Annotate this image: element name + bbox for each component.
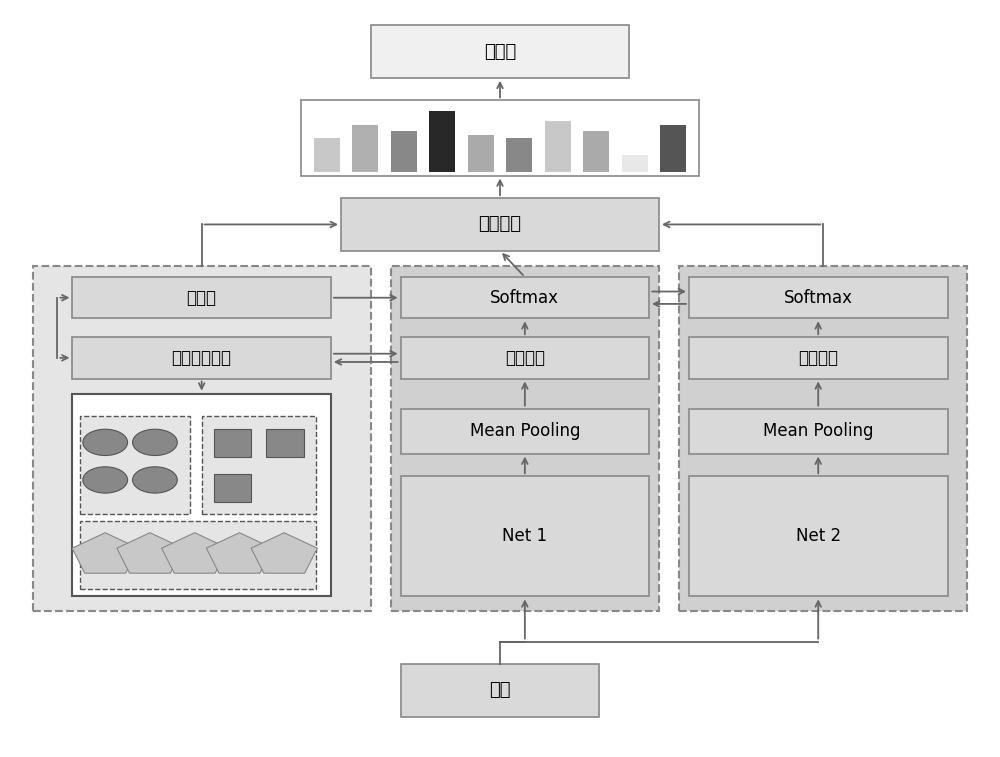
Ellipse shape xyxy=(83,429,128,456)
Text: 加权组合: 加权组合 xyxy=(479,216,522,233)
Polygon shape xyxy=(206,533,273,573)
FancyBboxPatch shape xyxy=(214,474,251,503)
FancyBboxPatch shape xyxy=(80,416,190,514)
Text: 线性变换: 线性变换 xyxy=(798,349,838,367)
Text: Net 2: Net 2 xyxy=(796,528,841,545)
FancyBboxPatch shape xyxy=(401,476,649,597)
FancyBboxPatch shape xyxy=(401,277,649,319)
FancyBboxPatch shape xyxy=(583,131,609,172)
FancyBboxPatch shape xyxy=(72,337,331,378)
FancyBboxPatch shape xyxy=(429,111,455,172)
FancyBboxPatch shape xyxy=(202,416,316,514)
FancyBboxPatch shape xyxy=(371,25,629,78)
FancyBboxPatch shape xyxy=(506,138,532,172)
Text: 伪标签: 伪标签 xyxy=(187,288,217,307)
FancyBboxPatch shape xyxy=(401,664,599,717)
FancyBboxPatch shape xyxy=(72,277,331,319)
FancyBboxPatch shape xyxy=(689,277,948,319)
FancyBboxPatch shape xyxy=(341,198,659,251)
Text: 输入向量表示: 输入向量表示 xyxy=(172,349,232,367)
Text: Softmax: Softmax xyxy=(490,288,559,307)
FancyBboxPatch shape xyxy=(391,131,417,172)
Text: Net 1: Net 1 xyxy=(502,528,547,545)
Text: Mean Pooling: Mean Pooling xyxy=(763,422,873,440)
Text: Mean Pooling: Mean Pooling xyxy=(470,422,580,440)
FancyBboxPatch shape xyxy=(33,266,371,612)
Text: 线性变换: 线性变换 xyxy=(505,349,545,367)
Text: 预测值: 预测值 xyxy=(484,42,516,61)
FancyBboxPatch shape xyxy=(689,476,948,597)
FancyBboxPatch shape xyxy=(301,101,699,176)
FancyBboxPatch shape xyxy=(352,124,378,172)
Text: Softmax: Softmax xyxy=(784,288,853,307)
FancyBboxPatch shape xyxy=(689,409,948,453)
FancyBboxPatch shape xyxy=(80,522,316,589)
Polygon shape xyxy=(72,533,138,573)
FancyBboxPatch shape xyxy=(266,429,304,457)
FancyBboxPatch shape xyxy=(545,121,571,172)
FancyBboxPatch shape xyxy=(660,124,686,172)
FancyBboxPatch shape xyxy=(401,337,649,378)
FancyBboxPatch shape xyxy=(401,409,649,453)
FancyBboxPatch shape xyxy=(679,266,967,612)
Text: 输入: 输入 xyxy=(489,681,511,699)
FancyBboxPatch shape xyxy=(72,394,331,597)
Ellipse shape xyxy=(133,429,177,456)
Ellipse shape xyxy=(83,467,128,493)
FancyBboxPatch shape xyxy=(391,266,659,612)
Polygon shape xyxy=(117,533,183,573)
Polygon shape xyxy=(162,533,228,573)
Ellipse shape xyxy=(133,467,177,493)
FancyBboxPatch shape xyxy=(468,135,494,172)
FancyBboxPatch shape xyxy=(214,429,251,457)
FancyBboxPatch shape xyxy=(314,138,340,172)
Text: K-Means: K-Means xyxy=(87,420,145,434)
FancyBboxPatch shape xyxy=(689,337,948,378)
FancyBboxPatch shape xyxy=(622,155,648,172)
Polygon shape xyxy=(251,533,317,573)
